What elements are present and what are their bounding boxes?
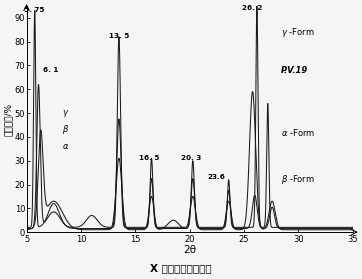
Text: X 射线粉末衍射曲线: X 射线粉末衍射曲线 [150,263,212,273]
Y-axis label: 衍射强度/%: 衍射强度/% [4,102,13,136]
Text: $\gamma$: $\gamma$ [62,108,70,119]
Text: $\beta$ -Form: $\beta$ -Form [281,173,315,186]
Text: 6. 1: 6. 1 [43,67,58,73]
Text: $\alpha$: $\alpha$ [62,142,70,151]
X-axis label: 2θ: 2θ [183,245,196,255]
Text: $\alpha$ -Form: $\alpha$ -Form [281,127,315,138]
Text: $\gamma$ -Form: $\gamma$ -Form [281,26,314,39]
Text: $\beta$: $\beta$ [62,123,70,136]
Text: 13. 5: 13. 5 [109,33,129,39]
Text: 20. 3: 20. 3 [181,155,201,161]
Text: 23.6: 23.6 [207,174,226,180]
Text: P.V.19: P.V.19 [281,66,308,75]
Text: 16. 5: 16. 5 [139,155,160,161]
Text: 26. 2: 26. 2 [243,5,263,11]
Text: 5. 75: 5. 75 [25,7,45,13]
